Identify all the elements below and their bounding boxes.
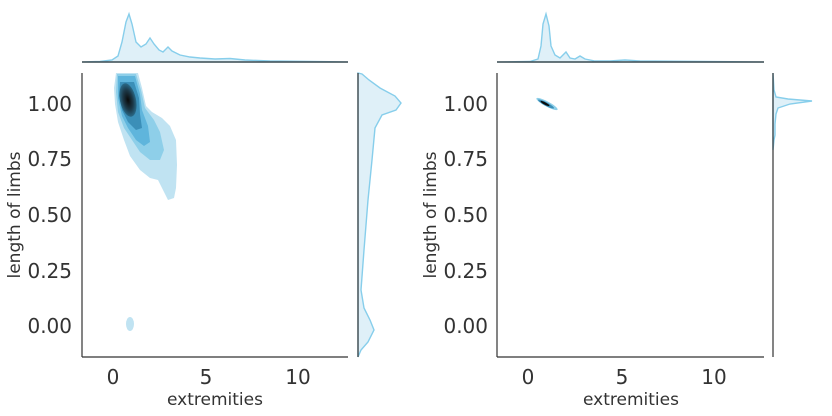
xtick-label: 0 [522,365,535,389]
ytick-label: 0.00 [443,314,488,338]
left-y-marginal-density [357,72,402,358]
left-x-axis-label: extremities [167,390,263,410]
right-kde-contours [536,97,558,111]
xtick-label: 5 [200,365,213,389]
right-x-marginal-density [496,11,765,63]
left-right-marginal [357,72,402,358]
xtick-label: 10 [701,365,726,389]
right-x-axis-label: extremities [583,390,679,410]
right-right-marginal [772,72,813,357]
ytick-label: 1.00 [27,92,72,116]
left-ytick-labels: 1.00 0.75 0.50 0.25 0.00 [27,92,72,338]
ytick-label: 0.75 [27,147,72,171]
right-kde-peak [540,100,550,107]
right-xtick-labels: 0 5 10 [522,365,727,389]
right-top-marginal [496,11,765,63]
left-kde-low-mode [126,317,134,331]
left-top-marginal [81,11,349,63]
right-y-marginal-density [772,72,813,151]
xtick-label: 10 [285,365,310,389]
right-joint-plot: 1.00 0.75 0.50 0.25 0.00 0 5 10 extremit… [421,11,813,410]
left-kde-peak [119,83,137,117]
ytick-label: 0.50 [443,203,488,227]
ytick-label: 0.75 [443,147,488,171]
left-kde-contours [114,73,177,331]
ytick-label: 1.00 [443,92,488,116]
right-ytick-labels: 1.00 0.75 0.50 0.25 0.00 [443,92,488,338]
left-xtick-labels: 0 5 10 [107,365,311,389]
ytick-label: 0.50 [27,203,72,227]
right-y-axis-label: length of limbs [421,151,441,278]
xtick-label: 0 [107,365,120,389]
xtick-label: 5 [616,365,629,389]
ytick-label: 0.25 [443,259,488,283]
left-x-marginal-density [81,11,349,63]
ytick-label: 0.25 [27,259,72,283]
left-y-axis-label: length of limbs [5,151,25,278]
left-joint-plot: 1.00 0.75 0.50 0.25 0.00 0 5 10 extremit… [5,11,402,410]
ytick-label: 0.00 [27,314,72,338]
